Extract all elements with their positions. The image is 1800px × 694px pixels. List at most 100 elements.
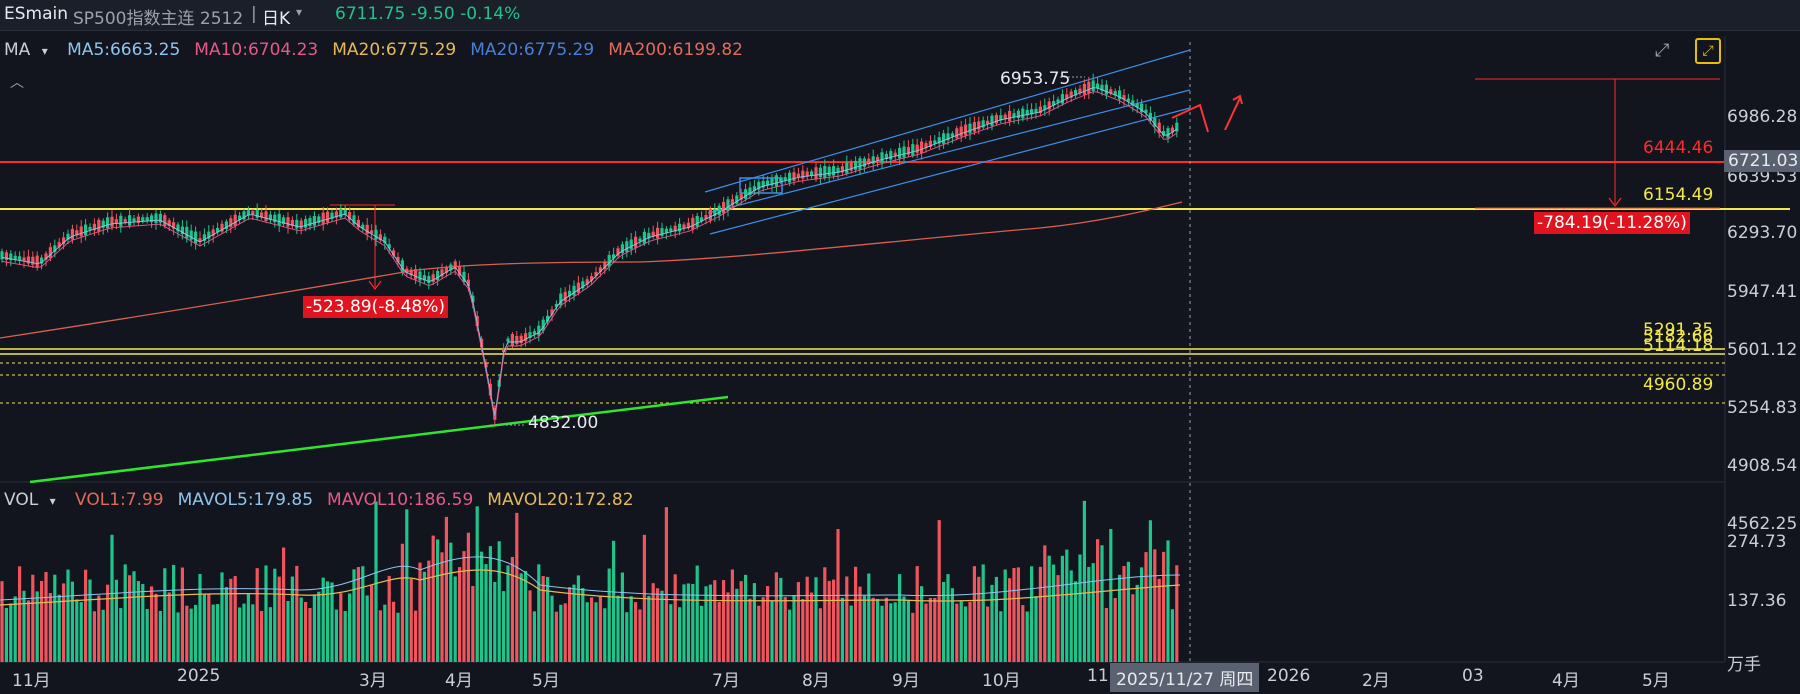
volume-bar <box>1091 563 1095 662</box>
candle-body <box>356 219 360 228</box>
chevron-down-icon[interactable]: ▾ <box>49 494 56 508</box>
candle-body <box>568 290 572 297</box>
candle-body <box>414 269 418 280</box>
candle-body <box>92 223 96 231</box>
candle-body <box>994 115 998 124</box>
volume-bar <box>1140 567 1144 662</box>
volume-bar <box>884 597 888 662</box>
candle-body <box>268 214 272 221</box>
candle-body <box>669 228 673 232</box>
volume-bar <box>1113 597 1117 662</box>
candle-body <box>405 268 409 273</box>
candle-body <box>977 121 981 130</box>
candle-body <box>942 133 946 144</box>
candle-body <box>620 244 624 254</box>
volume-bar <box>1082 500 1086 662</box>
candle-body <box>757 181 761 190</box>
candle-body <box>57 242 61 248</box>
volume-bar <box>832 579 836 662</box>
candle-body <box>612 254 616 259</box>
volume-bar <box>717 601 721 662</box>
high-price-label: 6953.75 <box>1000 69 1071 89</box>
candle-body <box>251 211 255 215</box>
volume-bar <box>524 570 528 662</box>
volume-bar <box>497 541 501 662</box>
volume-bar <box>304 602 308 662</box>
volume-bar <box>502 591 506 662</box>
candle-body <box>1008 110 1012 122</box>
volume-bar <box>792 595 796 662</box>
candle-body <box>136 216 140 223</box>
volume-bar <box>1012 567 1016 662</box>
candle-body <box>876 156 880 161</box>
volume-bar <box>405 509 409 662</box>
volume-bar <box>444 516 448 662</box>
candle-body <box>836 167 840 173</box>
candle-body <box>889 151 893 160</box>
volume-bar <box>348 593 352 662</box>
candle-body <box>840 166 844 173</box>
volume-bar <box>1175 565 1179 662</box>
volume-bar <box>893 602 897 662</box>
measure-arrow <box>368 280 382 290</box>
volume-bar <box>651 583 655 662</box>
candle-body <box>862 158 866 167</box>
red-level-label: 6444.46 <box>1643 138 1714 158</box>
volume-bar <box>968 601 972 662</box>
chevron-down-icon[interactable]: ▾ <box>296 5 303 19</box>
volume-bar <box>462 551 466 662</box>
period-selector[interactable]: 日K <box>262 9 291 29</box>
candle-body <box>783 177 787 181</box>
candle-body <box>97 219 101 232</box>
candle-body <box>541 319 545 331</box>
chevron-down-icon[interactable]: ▾ <box>41 44 48 58</box>
candle-body <box>418 271 422 281</box>
candle-body <box>53 245 57 252</box>
volume-bar <box>1157 578 1161 662</box>
candle-body <box>647 232 651 239</box>
measure-arrow <box>1608 197 1622 207</box>
candle-body <box>1034 108 1038 113</box>
candle-body <box>290 219 294 227</box>
candle-body <box>898 147 902 159</box>
collapse-icon[interactable]: ︿ <box>10 75 24 91</box>
volume-bar <box>383 604 387 662</box>
channel-line <box>704 49 1191 193</box>
ma-legend-label[interactable]: MA <box>4 40 31 60</box>
candle-body <box>515 335 519 345</box>
candle-body <box>739 193 743 200</box>
trend-line <box>29 395 729 484</box>
vol-legend-label[interactable]: VOL <box>4 490 39 510</box>
volume-bar <box>1074 581 1078 662</box>
volume-bar <box>0 581 4 662</box>
fullscreen-icon[interactable]: ⤢ <box>1695 38 1721 64</box>
candle-body <box>880 152 884 163</box>
channel-line <box>709 107 1191 235</box>
volume-bar <box>902 596 906 662</box>
volume-bar <box>713 580 717 662</box>
volume-bar <box>392 601 396 662</box>
candle-body <box>40 257 44 264</box>
volume-bar <box>114 579 118 662</box>
volume-bar <box>810 592 814 662</box>
expand-icon[interactable]: ⤢ <box>1655 40 1670 61</box>
candle-body <box>955 128 959 139</box>
volume-bar <box>660 590 664 662</box>
ma200-line <box>0 201 1183 339</box>
candle-body <box>858 158 862 170</box>
volume-bar <box>449 542 453 662</box>
volume-bar <box>1038 566 1042 662</box>
candle-body <box>1118 90 1122 100</box>
candle-body <box>818 167 822 178</box>
volume-bar <box>757 605 761 662</box>
volume-bar <box>1025 611 1029 662</box>
candle-body <box>1074 89 1078 96</box>
volume-bar <box>563 603 567 662</box>
quote-text: 6711.75 -9.50 -0.14% <box>335 4 521 24</box>
volume-bar <box>84 569 88 662</box>
volume-bar <box>365 595 369 662</box>
candle-body <box>449 264 453 271</box>
volume-bar <box>396 612 400 662</box>
candle-body <box>1087 81 1091 94</box>
